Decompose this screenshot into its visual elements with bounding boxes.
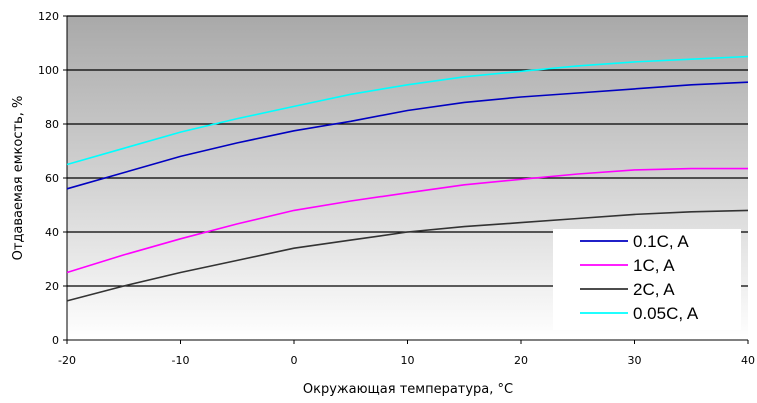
y-tick-label: 100 (38, 64, 59, 77)
x-tick-label: 0 (291, 354, 298, 367)
legend-label-3: 0.05C, A (633, 304, 699, 323)
x-tick-label: -10 (172, 354, 190, 367)
y-tick-label: 0 (52, 334, 59, 347)
series-line-3 (66, 55, 749, 166)
y-tick-label: 20 (45, 280, 59, 293)
y-axis-title: Отдаваемая емкость, % (11, 96, 26, 261)
x-tick-label: 20 (514, 354, 528, 367)
legend: 0.1C, A 1C, A 2C, A 0.05C, A (553, 229, 741, 330)
series-line-1 (66, 167, 748, 274)
ticks: 0 20 40 60 80 100 120 -20 -10 0 10 20 30 40 (38, 10, 755, 367)
series-lines (66, 55, 749, 302)
x-tick-label: 10 (401, 354, 415, 367)
y-tick-label: 80 (45, 118, 59, 131)
y-tick-label: 60 (45, 172, 59, 185)
legend-label-0: 0.1C, A (633, 232, 689, 251)
series-line-0 (66, 81, 749, 190)
legend-label-1: 1C, A (633, 256, 675, 275)
y-tick-label: 120 (38, 10, 59, 23)
series-line-2 (66, 209, 749, 302)
x-tick-label: 30 (628, 354, 642, 367)
x-axis-title: Окружающая температура, °C (303, 382, 513, 397)
x-tick-label: 40 (741, 354, 755, 367)
x-tick-label: -20 (58, 354, 76, 367)
legend-label-2: 2C, A (633, 280, 675, 299)
y-tick-label: 40 (45, 226, 59, 239)
